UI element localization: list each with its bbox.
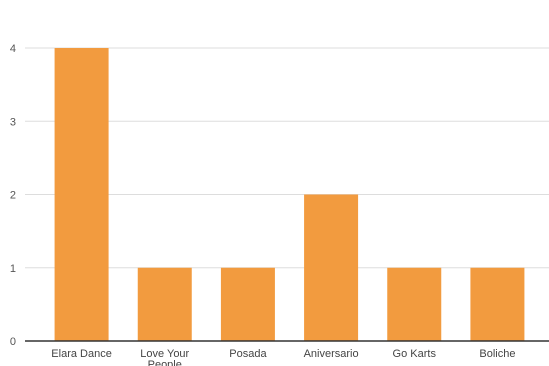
x-category-label-line: People xyxy=(148,359,182,366)
y-tick-label: 2 xyxy=(10,190,16,202)
y-tick-label: 3 xyxy=(10,116,16,128)
x-category-label: Elara Dance xyxy=(51,348,112,360)
gridlines xyxy=(25,47,549,269)
x-category-label: Posada xyxy=(229,348,267,360)
x-category-label-line: Elara Dance xyxy=(51,348,112,360)
x-category-label-line: Aniversario xyxy=(304,348,359,360)
bar-boliche xyxy=(470,267,525,341)
y-tick-label: 4 xyxy=(10,43,16,55)
x-category-label: Love Your People xyxy=(140,348,189,366)
y-tick-label: 0 xyxy=(10,336,16,348)
bar-go-karts xyxy=(387,267,442,341)
x-category-label-line: Boliche xyxy=(479,348,515,360)
y-axis-ticks: 0 1 2 3 4 xyxy=(10,43,16,348)
x-axis-category-labels: Elara Dance Love Your People Posada Aniversa… xyxy=(51,348,515,366)
x-category-label: Go Karts xyxy=(393,348,437,360)
x-category-label-line: Posada xyxy=(229,348,267,360)
y-tick-label: 1 xyxy=(10,263,16,275)
bar-posada xyxy=(220,267,275,341)
x-category-label-line: Go Karts xyxy=(393,348,437,360)
bars xyxy=(54,48,525,341)
x-category-label: Boliche xyxy=(479,348,515,360)
bar-love-your-people xyxy=(137,267,192,341)
bar-elara-dance xyxy=(54,48,109,341)
bar-aniversario xyxy=(304,194,359,341)
x-category-label-line: Love Your xyxy=(140,348,189,360)
x-category-label: Aniversario xyxy=(304,348,359,360)
